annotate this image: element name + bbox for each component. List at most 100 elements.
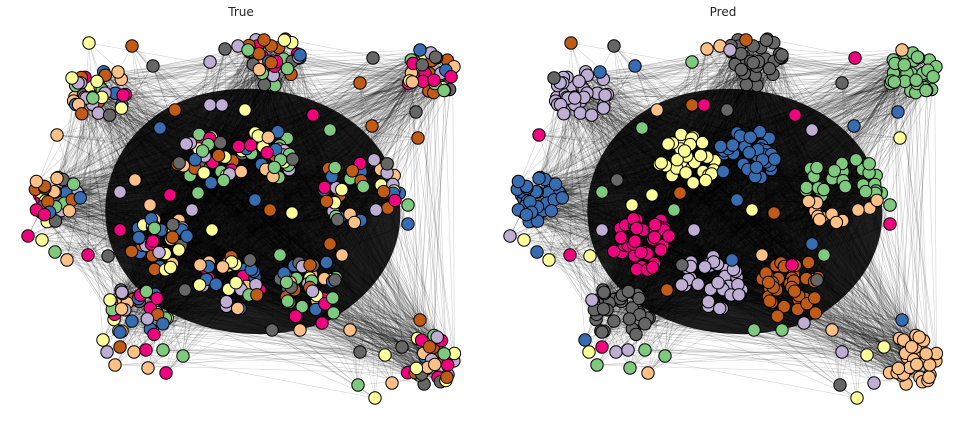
graph-edge (162, 349, 361, 353)
graph-node (345, 164, 359, 178)
graph-edge (123, 94, 269, 138)
graph-edge (132, 164, 262, 300)
graph-edge (56, 134, 264, 147)
graph-edge (226, 53, 424, 302)
graph-edge (150, 307, 418, 339)
graph-edge (162, 349, 386, 356)
graph-edge (421, 76, 452, 375)
graph-edge (240, 289, 428, 368)
graph-edge (75, 104, 433, 361)
graph-node (328, 160, 342, 175)
graph-node (231, 301, 245, 316)
graph-edge (121, 125, 373, 332)
graph-edge (27, 235, 68, 261)
graph-edge (274, 167, 438, 345)
graph-edge (109, 115, 122, 291)
graph-edge (36, 57, 437, 182)
graph-edge (251, 153, 418, 370)
graph-edge (155, 294, 446, 381)
graph-edge (61, 170, 353, 211)
graph-edge (199, 56, 436, 156)
graph-edge (81, 113, 331, 280)
graph-edge (268, 137, 438, 345)
graph-edge (299, 57, 426, 74)
graph-edge (289, 72, 412, 170)
graph-edge (208, 74, 292, 263)
graph-edge (190, 175, 332, 177)
graph-node (179, 137, 193, 151)
graph-edge (41, 189, 325, 213)
graph-edge (87, 254, 241, 309)
graph-edge (121, 330, 438, 345)
graph-edge (204, 155, 252, 270)
graph-edge (138, 237, 297, 279)
graph-edge (73, 100, 455, 354)
graph-edge (115, 92, 285, 274)
graph-edge (178, 80, 424, 251)
graph-edge (249, 51, 433, 361)
graph-node (277, 33, 292, 47)
graph-edge (290, 74, 325, 191)
graph-node (265, 323, 279, 337)
graph-edge (209, 73, 430, 106)
graph-edge (77, 85, 276, 194)
graph-edge (235, 69, 260, 265)
graph-edge (69, 210, 310, 288)
graph-edge (295, 222, 355, 317)
graph-node (368, 391, 382, 405)
panel-title-true: True (228, 5, 254, 19)
graph-edge (189, 175, 312, 275)
graph-node (150, 291, 164, 306)
graph-node (409, 361, 424, 375)
graph-edge (263, 39, 455, 362)
graph-edge (288, 169, 408, 373)
panel-true: True (21, 5, 462, 405)
graph-node (326, 306, 341, 320)
graph-edge (203, 169, 285, 274)
graph-edge (155, 264, 201, 295)
graph-edge (299, 49, 421, 56)
graph-edge (104, 92, 247, 287)
graph-edge (57, 177, 333, 282)
graph-edge (41, 198, 335, 202)
graph-edge (44, 57, 299, 187)
graph-edge (253, 168, 329, 272)
graph-edge (122, 189, 342, 294)
graph-edge (316, 137, 419, 296)
graph-edge (146, 211, 334, 292)
graph-node (388, 193, 402, 208)
graph-edge (284, 40, 435, 356)
graph-edge (152, 330, 361, 353)
graph-edge (83, 94, 116, 301)
graph-edge (352, 170, 426, 358)
graph-edge (93, 104, 427, 370)
graph-edge (371, 83, 409, 127)
graph-edge (49, 220, 200, 286)
graph-edge (101, 97, 393, 384)
graph-edge (248, 45, 448, 366)
graph-edge (47, 218, 149, 369)
graph-edge (54, 171, 362, 253)
graph-node (113, 325, 127, 339)
graph-node (231, 139, 246, 154)
graph-edge (83, 94, 104, 341)
graph-edge (191, 92, 434, 211)
graph-node (428, 50, 443, 64)
graph-node (146, 234, 160, 248)
graph-edge (67, 68, 288, 185)
graph-edge (407, 57, 436, 373)
graph-node (125, 39, 139, 53)
graph-edge (357, 125, 373, 386)
graph-edge (161, 251, 290, 303)
graph-edge (242, 153, 396, 201)
graph-edge (83, 94, 117, 309)
graph-edge (55, 191, 149, 369)
graph-edge (334, 200, 396, 203)
graph-edge (151, 187, 325, 220)
graph-node (96, 333, 110, 347)
graph-edge (229, 173, 445, 355)
graph-edge (162, 347, 434, 351)
graph-edge (114, 145, 281, 315)
graph-edge (56, 44, 260, 179)
graph-edge (101, 89, 291, 283)
